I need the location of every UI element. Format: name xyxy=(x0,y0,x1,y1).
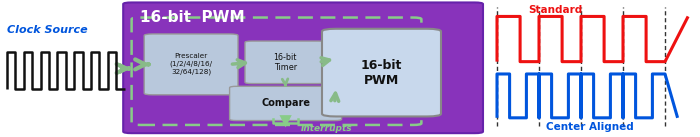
Text: Compare: Compare xyxy=(261,99,310,108)
Text: Prescaler
(1/2/4/8/16/
32/64/128): Prescaler (1/2/4/8/16/ 32/64/128) xyxy=(169,53,213,75)
Text: Center Aligned: Center Aligned xyxy=(545,122,634,132)
FancyBboxPatch shape xyxy=(322,29,441,116)
Text: 16-bit
PWM: 16-bit PWM xyxy=(360,59,402,87)
Text: Clock Source: Clock Source xyxy=(7,25,88,35)
Text: Interrupts: Interrupts xyxy=(301,124,353,133)
FancyBboxPatch shape xyxy=(245,41,326,84)
Text: 16-bit
Timer: 16-bit Timer xyxy=(274,53,297,72)
Text: Standard: Standard xyxy=(528,5,583,15)
FancyBboxPatch shape xyxy=(230,86,342,121)
Text: 16-bit  PWM: 16-bit PWM xyxy=(140,10,244,25)
FancyBboxPatch shape xyxy=(144,34,238,95)
FancyBboxPatch shape xyxy=(123,2,483,133)
